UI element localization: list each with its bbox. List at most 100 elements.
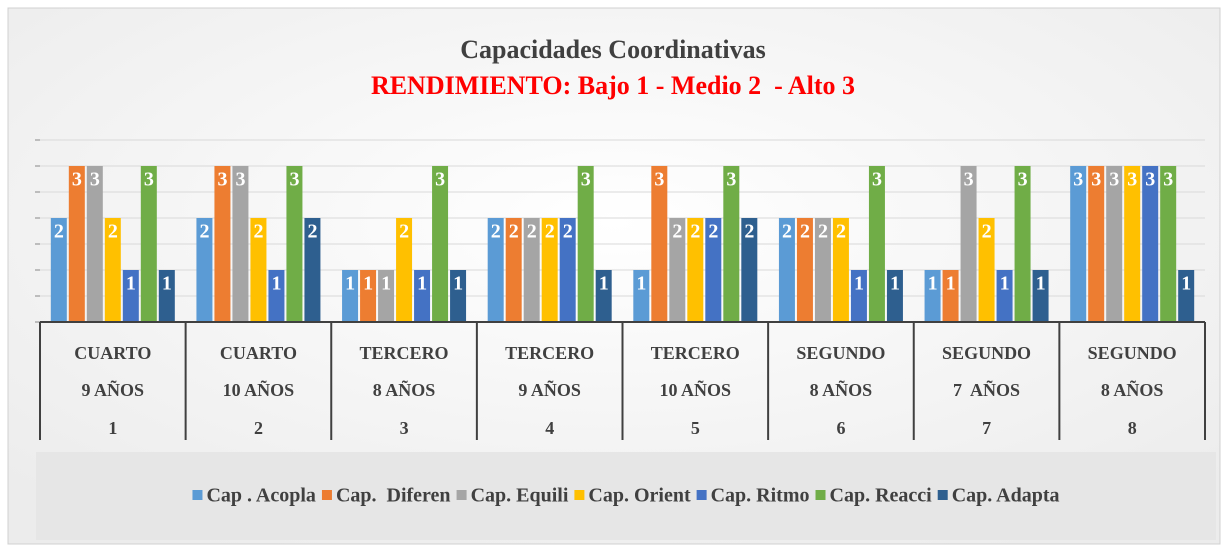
bar xyxy=(850,270,867,322)
data-label: 1 xyxy=(453,273,463,295)
data-label: 1 xyxy=(363,273,373,295)
bar xyxy=(50,218,67,322)
data-label: 2 xyxy=(563,221,573,243)
bar xyxy=(1178,270,1195,322)
x-tick-label: SEGUNDO xyxy=(1088,343,1177,363)
bar xyxy=(924,270,941,322)
bar xyxy=(378,270,395,322)
x-tick-label: CUARTO xyxy=(220,343,297,363)
bar xyxy=(158,270,175,322)
x-tick-label: 2 xyxy=(254,418,263,438)
data-label: 1 xyxy=(890,273,900,295)
bar xyxy=(978,218,995,322)
data-label: 3 xyxy=(72,169,82,191)
data-label: 2 xyxy=(800,221,810,243)
bar xyxy=(140,166,157,322)
bar xyxy=(577,166,594,322)
data-label: 3 xyxy=(1163,169,1173,191)
bar xyxy=(487,218,504,322)
bar xyxy=(832,218,849,322)
data-label: 1 xyxy=(126,273,136,295)
x-tick-label: 8 AÑOS xyxy=(810,379,873,400)
data-label: 3 xyxy=(581,169,591,191)
x-tick-label: 8 xyxy=(1128,418,1137,438)
data-label: 2 xyxy=(253,221,263,243)
data-label: 3 xyxy=(726,169,736,191)
data-label: 2 xyxy=(744,221,754,243)
legend-swatch xyxy=(937,490,948,500)
data-label: 1 xyxy=(928,273,938,295)
x-tick-label: 10 AÑOS xyxy=(223,379,295,400)
bar xyxy=(723,166,740,322)
data-label: 3 xyxy=(1073,169,1083,191)
bar xyxy=(450,270,467,322)
data-label: 3 xyxy=(1127,169,1137,191)
x-tick-label: 8 AÑOS xyxy=(1101,379,1164,400)
legend-swatch xyxy=(574,490,585,500)
legend-swatch xyxy=(456,490,467,500)
bar xyxy=(541,218,558,322)
data-label: 1 xyxy=(1000,273,1010,295)
bar xyxy=(705,218,722,322)
data-label: 1 xyxy=(636,273,646,295)
data-label: 3 xyxy=(144,169,154,191)
bar xyxy=(104,218,121,322)
bar xyxy=(232,166,249,322)
bar xyxy=(741,218,758,322)
data-label: 1 xyxy=(1181,273,1191,295)
data-label: 2 xyxy=(836,221,846,243)
bar xyxy=(360,270,377,322)
data-label: 2 xyxy=(782,221,792,243)
bar xyxy=(523,218,540,322)
bar xyxy=(68,166,85,322)
bar xyxy=(268,270,285,322)
data-label: 3 xyxy=(872,169,882,191)
legend-label: Cap . Acopla xyxy=(206,485,315,507)
bar xyxy=(1106,166,1123,322)
data-label: 1 xyxy=(854,273,864,295)
legend-swatch xyxy=(815,490,826,500)
bar xyxy=(778,218,795,322)
chart-subtitle: RENDIMIENTO: Bajo 1 - Medio 2 - Alto 3 xyxy=(371,71,855,100)
data-label: 3 xyxy=(90,169,100,191)
bar xyxy=(651,166,668,322)
x-tick-label: TERCERO xyxy=(505,343,594,363)
data-label: 1 xyxy=(599,273,609,295)
x-tick-label: 3 xyxy=(400,418,409,438)
bar xyxy=(86,166,103,322)
bar xyxy=(814,218,831,322)
x-tick-label: 7 xyxy=(982,418,991,438)
x-tick-label: TERCERO xyxy=(360,343,449,363)
data-label: 3 xyxy=(1018,169,1028,191)
data-label: 2 xyxy=(509,221,519,243)
legend-box xyxy=(36,452,1216,540)
data-label: 3 xyxy=(435,169,445,191)
bar xyxy=(250,218,267,322)
legend-swatch xyxy=(192,490,203,500)
bar xyxy=(122,270,139,322)
data-label: 3 xyxy=(1091,169,1101,191)
bar xyxy=(1032,270,1049,322)
legend-swatch xyxy=(321,490,332,500)
legend-label: Cap. Equili xyxy=(471,485,569,507)
data-label: 2 xyxy=(399,221,409,243)
data-label: 2 xyxy=(672,221,682,243)
data-label: 2 xyxy=(108,221,118,243)
data-label: 1 xyxy=(1036,273,1046,295)
data-label: 1 xyxy=(946,273,956,295)
chart-title: Capacidades Coordinativas xyxy=(460,35,766,64)
bar xyxy=(432,166,449,322)
bar xyxy=(1142,166,1159,322)
legend-label: Cap. Adapta xyxy=(952,485,1060,507)
bar xyxy=(286,166,303,322)
x-tick-label: 9 AÑOS xyxy=(518,379,581,400)
x-tick-label: 5 xyxy=(691,418,700,438)
data-label: 2 xyxy=(818,221,828,243)
bar xyxy=(633,270,650,322)
data-label: 1 xyxy=(417,273,427,295)
bar xyxy=(304,218,321,322)
x-tick-label: 7 AÑOS xyxy=(953,379,1020,400)
legend-label: Cap. Orient xyxy=(588,485,691,507)
data-label: 3 xyxy=(1145,169,1155,191)
data-label: 2 xyxy=(527,221,537,243)
